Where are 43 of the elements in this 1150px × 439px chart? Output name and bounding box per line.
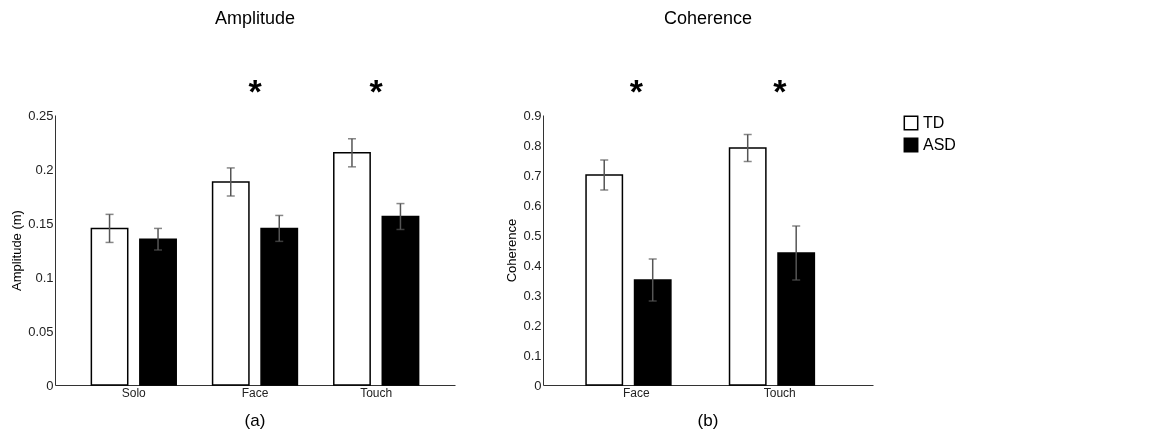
y-tick-label: 0.3 xyxy=(523,287,542,303)
bar xyxy=(585,174,624,386)
y-axis-title: Amplitude (m) xyxy=(9,210,25,291)
bar xyxy=(777,252,816,386)
bar xyxy=(633,279,672,386)
y-tick-label: 0.25 xyxy=(28,107,54,123)
legend-label: ASD xyxy=(923,136,956,153)
x-tick-label: Touch xyxy=(763,385,796,400)
y-tick-label: 0.15 xyxy=(28,215,54,231)
y-tick-label: 0.1 xyxy=(35,269,54,285)
text: (a) xyxy=(244,411,266,430)
bar xyxy=(211,181,250,386)
bar xyxy=(139,238,177,386)
x-tick-label: Face xyxy=(622,385,650,400)
bar xyxy=(381,215,420,386)
x-tick-label: Face xyxy=(241,385,269,400)
y-tick-label: 0.5 xyxy=(523,227,542,243)
text: Coherence xyxy=(504,218,520,283)
y-tick-label: 0.4 xyxy=(523,257,542,273)
bar xyxy=(728,147,767,386)
y-tick-label: 0.6 xyxy=(523,197,542,213)
x-tick-label: Solo xyxy=(121,385,147,400)
y-tick-label: 0.9 xyxy=(523,107,542,123)
bar xyxy=(260,227,299,386)
text: (b) xyxy=(697,411,719,430)
y-tick-label: 0.05 xyxy=(28,323,54,339)
y-tick-label: 0 xyxy=(46,377,54,393)
y-axis-title: Coherence xyxy=(663,8,753,28)
y-tick-label: 0.1 xyxy=(523,347,542,363)
chart-title: Amplitude xyxy=(214,8,296,28)
y-tick-label: 0 xyxy=(534,377,542,393)
x-tick-label: Touch xyxy=(360,385,393,400)
legend-label: TD xyxy=(923,114,945,131)
y-tick-label: 0.8 xyxy=(523,137,542,153)
bar xyxy=(90,227,129,386)
text: * xyxy=(248,72,263,110)
bar xyxy=(333,152,371,386)
y-tick-label: 0.7 xyxy=(523,167,542,183)
text: * xyxy=(773,72,788,110)
y-tick-label: 0.2 xyxy=(35,161,54,177)
text: * xyxy=(629,72,644,110)
text: * xyxy=(369,72,384,110)
y-tick-label: 0.2 xyxy=(523,317,542,333)
